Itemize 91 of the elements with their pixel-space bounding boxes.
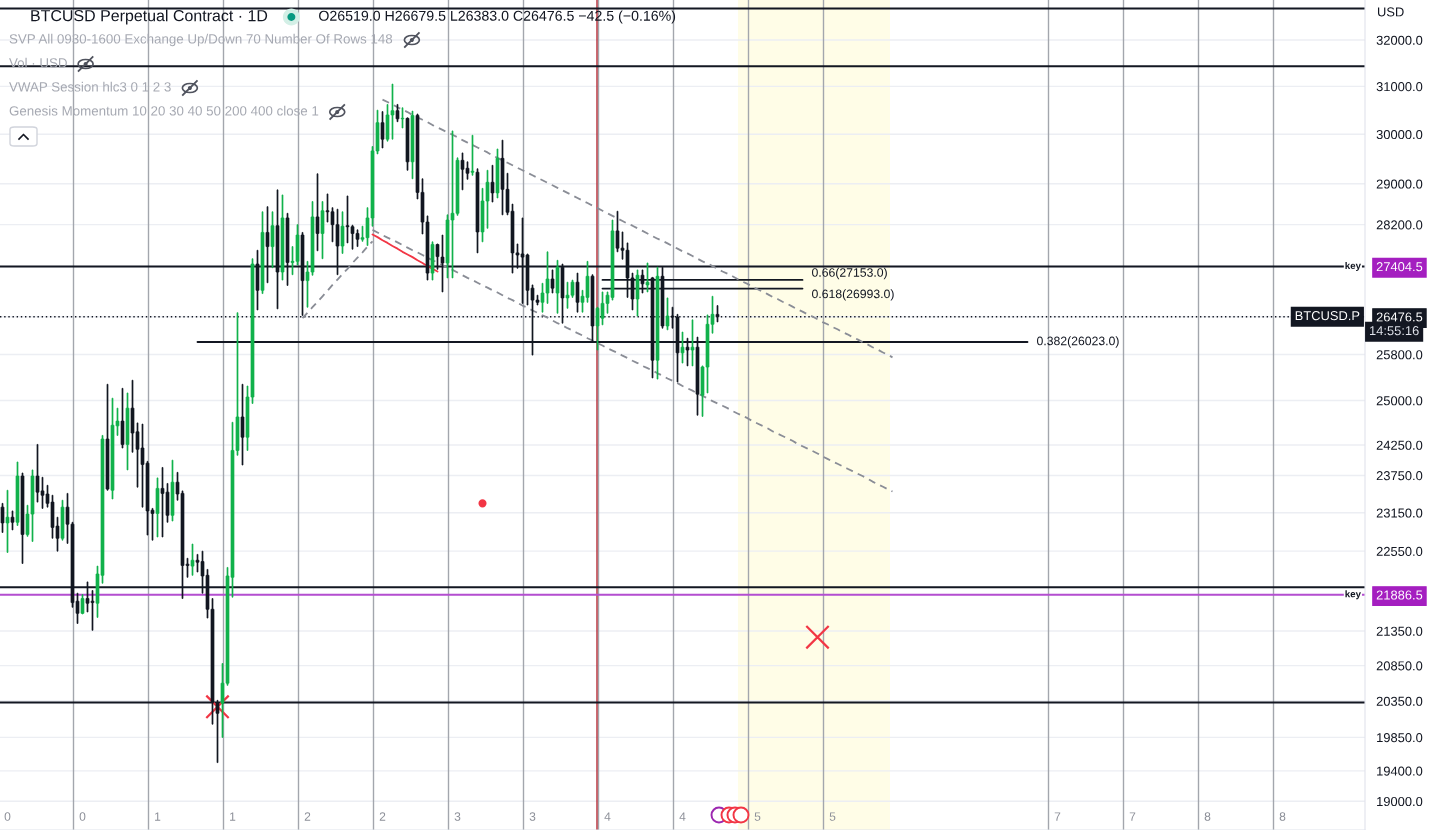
point — [805, 624, 830, 650]
y-tick-label: 19850.0 — [1377, 733, 1423, 743]
y-tick-label: 25800.0 — [1376, 350, 1423, 360]
point — [478, 499, 487, 508]
candlestick — [405, 117, 410, 171]
candlestick — [320, 201, 325, 260]
ref-line-label: BTCUSD.P — [1295, 311, 1360, 321]
y-tick-label: 29000.0 — [1376, 179, 1423, 189]
candlestick — [430, 241, 435, 281]
y-tick-label: 21886.5 — [1376, 590, 1423, 600]
series-label: 0.66(27153.0) — [812, 267, 887, 280]
ref-line-label: key — [1345, 261, 1361, 271]
candlestick — [170, 459, 175, 522]
x-tick-label: 8 — [1204, 812, 1211, 821]
x-tick-label: 7 — [1054, 812, 1061, 821]
series-label: 0.618(26993.0) — [812, 289, 894, 301]
candlestick — [495, 148, 500, 199]
candlestick — [645, 262, 650, 293]
x-tick-label: 3 — [529, 812, 536, 821]
y-tick-label: 28200.0 — [1376, 220, 1423, 230]
y-tick-label: 23750.0 — [1376, 471, 1423, 481]
y-tick-label: 23150.0 — [1376, 508, 1423, 518]
candlestick — [690, 319, 695, 367]
ref-line-label: key — [1345, 590, 1361, 600]
x-tick-label: 1 — [230, 812, 236, 821]
candlestick — [680, 331, 685, 364]
y-tick-label: 30000.0 — [1376, 129, 1423, 140]
candlestick — [380, 111, 385, 149]
candlestick — [340, 211, 345, 254]
text: 14:55:16 — [1369, 326, 1419, 336]
y-tick-label: 19000.0 — [1377, 796, 1423, 807]
y-tick-label: 21350.0 — [1376, 626, 1423, 636]
y-tick-label: 31000.0 — [1376, 82, 1423, 92]
candlestick — [120, 387, 125, 449]
y-tick-label: 20850.0 — [1376, 661, 1423, 671]
y-tick-label: 27404.5 — [1376, 262, 1423, 272]
line-series — [301, 240, 374, 320]
y-tick-label: 24250.0 — [1376, 440, 1423, 450]
line-series — [381, 98, 894, 359]
candlestick — [190, 543, 195, 576]
candlestick — [665, 297, 670, 331]
candlestick — [270, 211, 275, 269]
x-tick-label: 2 — [379, 812, 386, 821]
candlestick — [240, 383, 245, 466]
candlestick — [20, 472, 25, 564]
candlestick — [260, 211, 265, 294]
y-tick-label: 20350.0 — [1376, 696, 1423, 706]
y-tick-label: 19400.0 — [1377, 766, 1423, 776]
candlestick — [655, 266, 660, 380]
y-tick-label: 25000.0 — [1376, 396, 1423, 406]
x-tick-label: 4 — [604, 812, 611, 821]
candlestick — [575, 272, 580, 313]
x-tick-label: 3 — [454, 812, 461, 821]
candlestick — [60, 499, 65, 541]
candlestick — [105, 383, 110, 491]
candlestick — [10, 510, 15, 531]
x-tick-label: 1 — [155, 812, 161, 821]
x-tick-label: 2 — [304, 812, 311, 821]
candlestick — [635, 269, 640, 317]
y-tick-label: 32000.0 — [1376, 35, 1423, 45]
candlestick — [0, 503, 5, 533]
series-label: 0.382(26023.0) — [1037, 336, 1119, 348]
candlestick — [490, 164, 495, 203]
candlestick — [80, 594, 85, 615]
y-axis-title: USD — [1378, 7, 1404, 17]
x-tick-label: 4 — [679, 812, 686, 821]
x-tick-label: 7 — [1129, 812, 1136, 821]
candlestick — [550, 269, 555, 294]
candlestick — [555, 259, 560, 314]
x-tick-label: 0 — [4, 812, 11, 821]
x-tick-label: 0 — [79, 812, 86, 821]
candlestick — [255, 249, 260, 311]
x-tick-label: 8 — [1279, 812, 1286, 821]
candlestick — [395, 104, 400, 123]
candlestick — [15, 461, 20, 526]
candlestick — [410, 110, 415, 180]
candlestick — [475, 168, 480, 254]
line-series — [371, 228, 894, 493]
line-series — [371, 233, 439, 273]
candlestick — [5, 489, 10, 553]
candlestick — [155, 477, 160, 538]
x-tick-label: 5 — [754, 812, 761, 821]
candlestick — [400, 107, 405, 129]
candlestick — [470, 134, 475, 176]
x-tick-label: 5 — [829, 812, 836, 821]
candlestick — [315, 173, 320, 252]
y-tick-label: 22550.0 — [1376, 546, 1423, 556]
y-tick-label: 26476.5 — [1376, 312, 1423, 322]
candlestick — [280, 194, 285, 281]
candlestick — [125, 392, 130, 471]
text: BTCUSD Perpetual Contract · 1D — [31, 9, 268, 25]
